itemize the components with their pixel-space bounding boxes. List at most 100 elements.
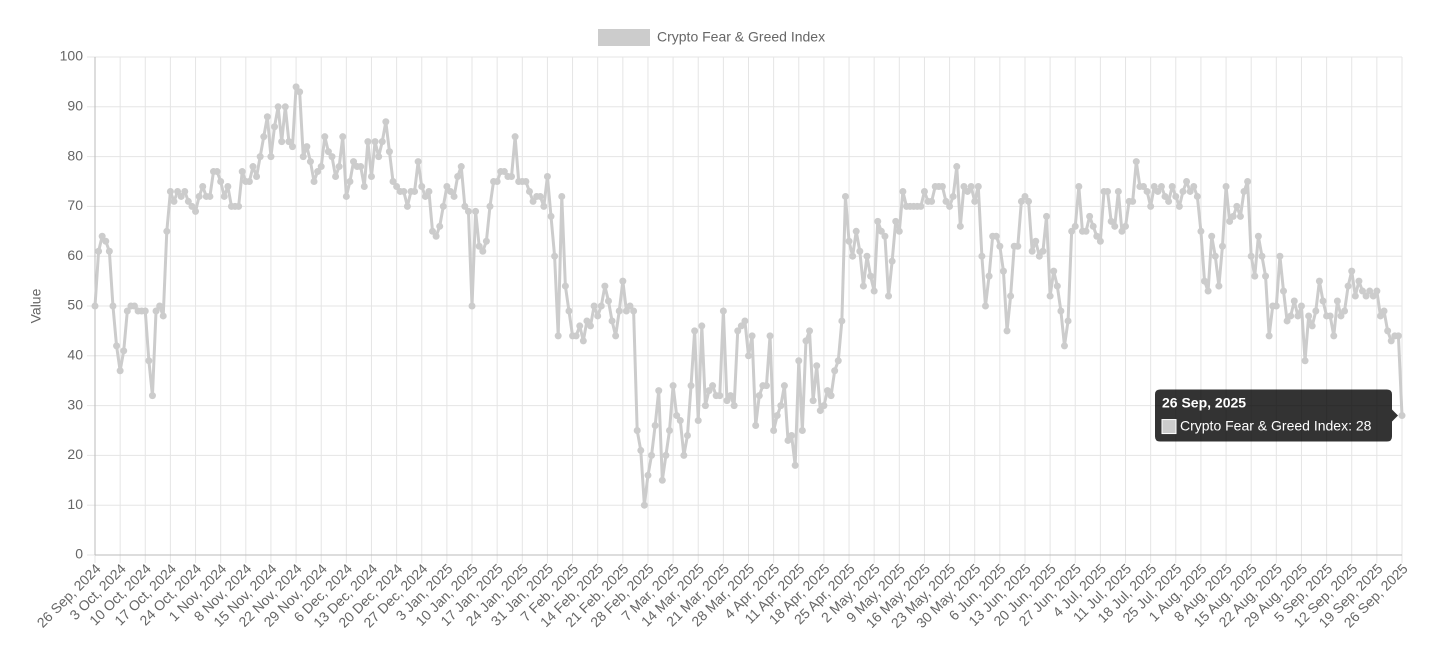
data-point <box>1290 297 1298 305</box>
data-point <box>285 138 293 146</box>
data-point <box>206 192 214 200</box>
data-point <box>583 317 591 325</box>
data-point <box>482 237 490 245</box>
data-point <box>920 187 928 195</box>
data-point <box>1330 332 1338 340</box>
data-point <box>554 332 562 340</box>
data-point <box>332 173 340 181</box>
data-point <box>899 187 907 195</box>
data-point <box>701 402 709 410</box>
data-point <box>1057 307 1065 315</box>
data-point <box>95 247 103 255</box>
data-point <box>102 237 110 245</box>
data-point <box>529 197 537 205</box>
data-point <box>1114 187 1122 195</box>
data-point <box>522 178 530 185</box>
tooltip-box <box>1155 389 1398 442</box>
data-point <box>235 202 243 210</box>
data-point <box>1104 187 1112 195</box>
data-point <box>547 212 555 220</box>
data-point <box>130 302 138 310</box>
data-point <box>1359 287 1367 295</box>
data-point <box>1247 252 1255 260</box>
data-point <box>956 222 964 230</box>
data-point <box>429 227 437 235</box>
data-point <box>849 252 857 260</box>
data-point <box>145 357 153 365</box>
data-point <box>1294 312 1302 320</box>
data-point <box>1154 187 1162 195</box>
data-point <box>964 187 972 195</box>
data-point <box>1183 178 1191 185</box>
data-point <box>1326 312 1334 320</box>
data-point <box>694 417 702 425</box>
data-point <box>335 163 343 171</box>
data-point <box>1028 247 1036 255</box>
data-point <box>543 173 551 181</box>
data-point <box>1222 182 1230 190</box>
data-point <box>418 182 426 190</box>
data-point <box>1233 202 1241 210</box>
data-point <box>464 207 472 215</box>
data-point <box>116 367 124 375</box>
data-point <box>1348 267 1356 275</box>
data-point <box>1218 242 1226 250</box>
data-point <box>317 163 325 171</box>
data-point <box>633 427 641 434</box>
data-point <box>666 427 674 434</box>
data-point <box>342 192 350 200</box>
data-point <box>508 173 516 181</box>
data-point <box>662 451 670 459</box>
data-point <box>604 297 612 305</box>
data-point <box>1244 178 1252 185</box>
data-point <box>1341 307 1349 315</box>
data-point <box>791 461 799 469</box>
data-point <box>436 222 444 230</box>
y-tick-label: 70 <box>67 197 83 213</box>
data-point <box>1190 182 1198 190</box>
data-point <box>443 182 451 190</box>
data-point <box>788 431 796 439</box>
data-point <box>823 387 831 395</box>
data-point <box>1107 217 1115 225</box>
data-point <box>1351 292 1359 300</box>
data-point <box>1240 187 1248 195</box>
data-point <box>1384 327 1392 335</box>
data-point <box>551 252 559 260</box>
data-point <box>1251 272 1259 280</box>
data-point <box>1355 277 1363 285</box>
legend: Crypto Fear & Greed Index <box>598 29 825 46</box>
data-point <box>827 392 835 400</box>
data-point <box>350 158 358 166</box>
data-point <box>999 267 1007 275</box>
data-point <box>472 207 480 215</box>
data-point <box>181 187 189 195</box>
data-point <box>601 282 609 290</box>
data-point <box>339 133 347 141</box>
data-point <box>831 367 839 375</box>
data-point <box>1272 302 1280 310</box>
data-point <box>1147 202 1155 210</box>
data-point <box>1064 317 1072 325</box>
data-point <box>152 307 160 315</box>
data-point <box>213 168 221 176</box>
data-point <box>809 397 817 405</box>
data-point <box>867 272 875 280</box>
data-point <box>716 392 724 400</box>
data-point <box>1312 307 1320 315</box>
data-point <box>1014 242 1022 250</box>
data-point <box>928 197 936 205</box>
data-point <box>1086 212 1094 220</box>
data-point <box>597 302 605 310</box>
data-point <box>281 103 289 111</box>
data-point <box>996 242 1004 250</box>
data-point <box>1179 187 1187 195</box>
data-point <box>967 182 975 190</box>
data-point <box>1398 412 1406 420</box>
data-point <box>314 168 322 176</box>
data-point <box>709 382 717 390</box>
y-tick-label: 20 <box>67 446 83 462</box>
data-point <box>385 148 393 156</box>
data-point <box>217 178 225 185</box>
